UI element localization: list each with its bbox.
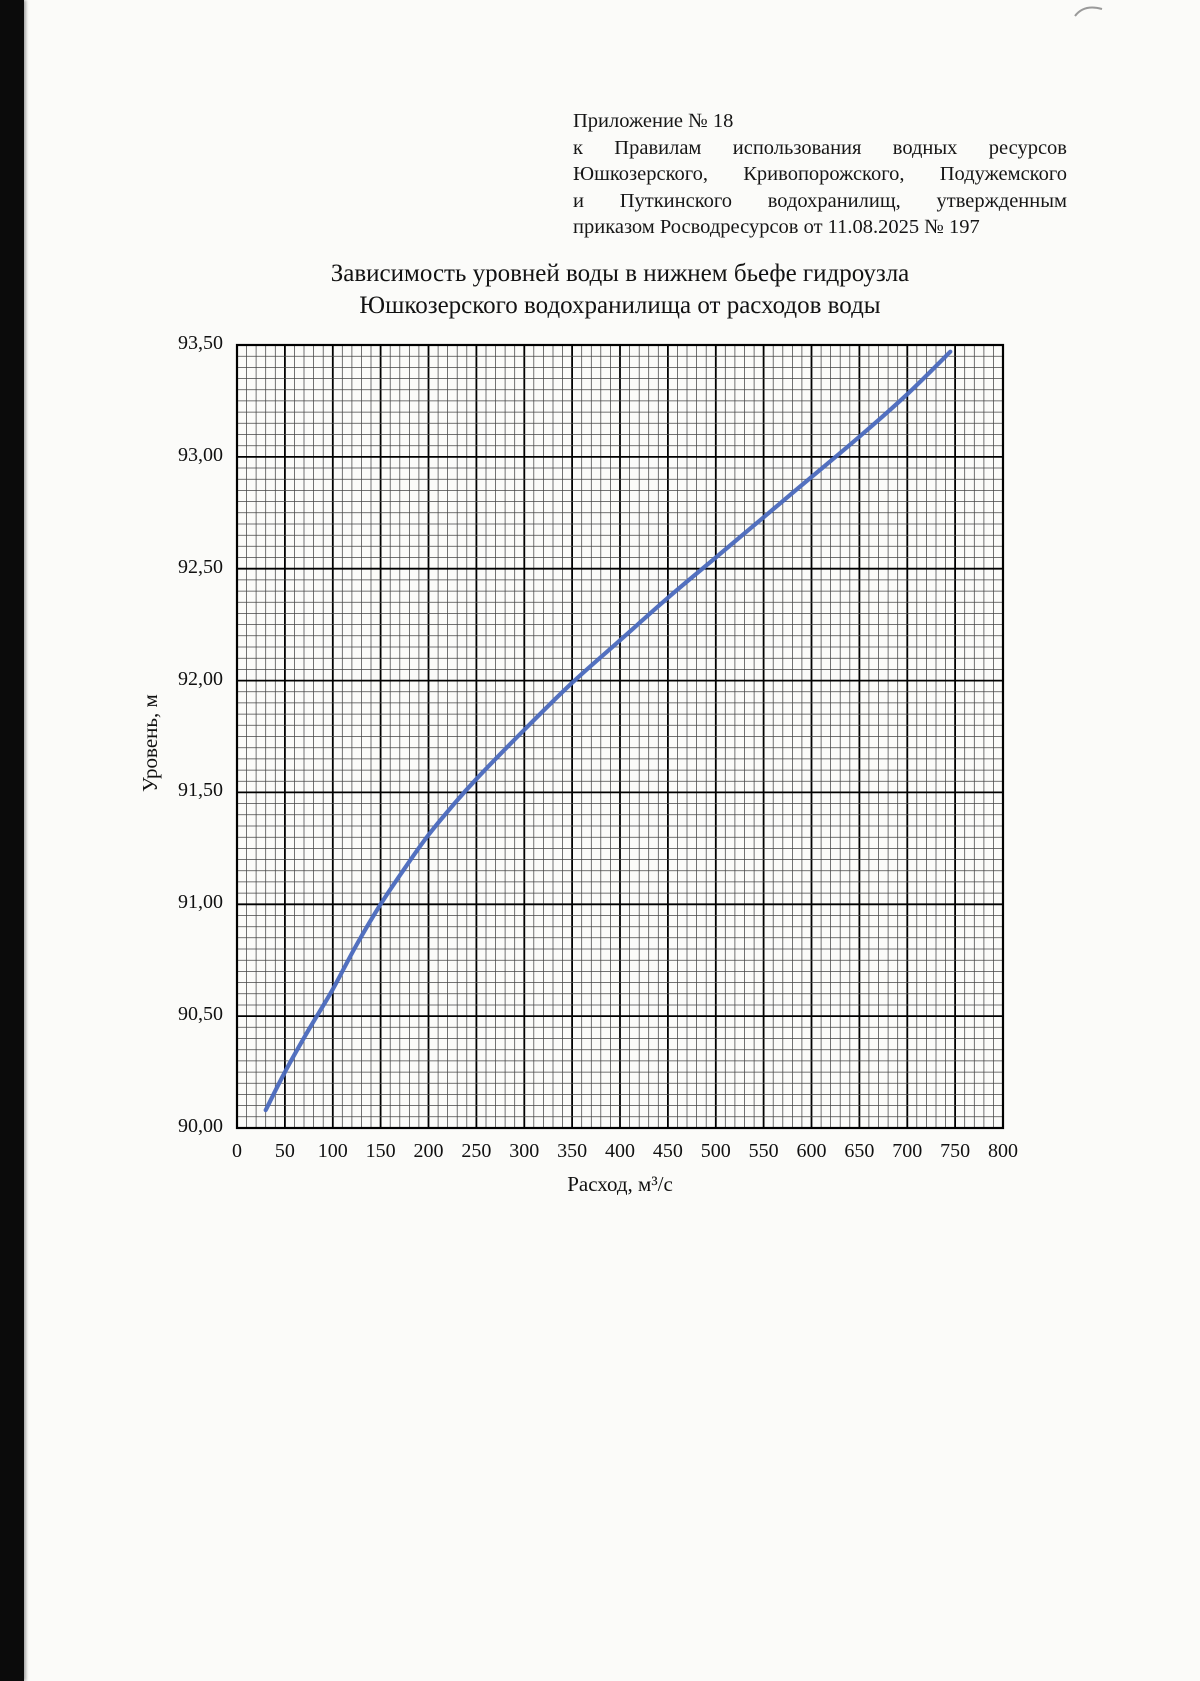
chart-title: Зависимость уровней воды в нижнем бьефе … <box>100 258 1140 322</box>
scan-edge-artifact <box>0 0 24 1681</box>
y-tick-label: 91,50 <box>178 779 223 802</box>
x-tick-label: 250 <box>461 1140 492 1162</box>
x-tick-label: 700 <box>892 1140 923 1162</box>
x-axis-title: Расход, м³/с <box>567 1172 673 1196</box>
y-tick-label: 93,50 <box>178 332 223 354</box>
chart-title-line2: Юшкозерского водохранилища от расходов в… <box>359 292 881 319</box>
y-tick-label: 92,50 <box>178 555 223 578</box>
header-line-3: Юшкозерского, Кривопорожского, Подужемск… <box>573 163 1067 185</box>
x-tick-label: 350 <box>557 1140 588 1162</box>
x-tick-label: 750 <box>940 1140 971 1162</box>
header-line-2: к Правилам использования водных ресурсов <box>573 136 1067 159</box>
x-tick-label: 600 <box>796 1140 827 1162</box>
x-tick-label: 550 <box>748 1140 779 1162</box>
header-line-5: приказом Росводресурсов от 11.08.2025 № … <box>573 216 980 238</box>
y-tick-label: 91,00 <box>178 891 223 914</box>
x-tick-label: 650 <box>844 1140 875 1162</box>
y-axis-title: Уровень, м <box>138 694 162 792</box>
x-tick-label: 100 <box>317 1140 348 1162</box>
x-tick-label: 400 <box>605 1140 635 1162</box>
x-tick-label: 450 <box>652 1140 683 1162</box>
header-line-1: Приложение № 18 <box>573 110 734 132</box>
x-tick-label: 300 <box>509 1140 540 1162</box>
x-tick-label: 200 <box>413 1140 444 1162</box>
document-header: Приложение № 18 к Правилам использования… <box>573 108 1067 241</box>
x-tick-label: 150 <box>365 1140 396 1162</box>
chart-title-line1: Зависимость уровней воды в нижнем бьефе … <box>330 260 910 287</box>
x-tick-label: 0 <box>232 1140 242 1162</box>
x-tick-label: 800 <box>988 1140 1018 1162</box>
y-tick-label: 92,00 <box>178 667 223 690</box>
y-tick-label: 93,00 <box>178 443 223 466</box>
y-tick-label: 90,00 <box>178 1115 223 1137</box>
x-tick-label: 500 <box>700 1140 731 1162</box>
y-tick-label: 90,50 <box>178 1003 223 1026</box>
x-tick-label: 50 <box>274 1140 295 1162</box>
header-line-4: и Путкинского водохранилищ, утвержденным <box>573 189 1067 212</box>
scan-artifact-mark <box>1074 6 1103 17</box>
